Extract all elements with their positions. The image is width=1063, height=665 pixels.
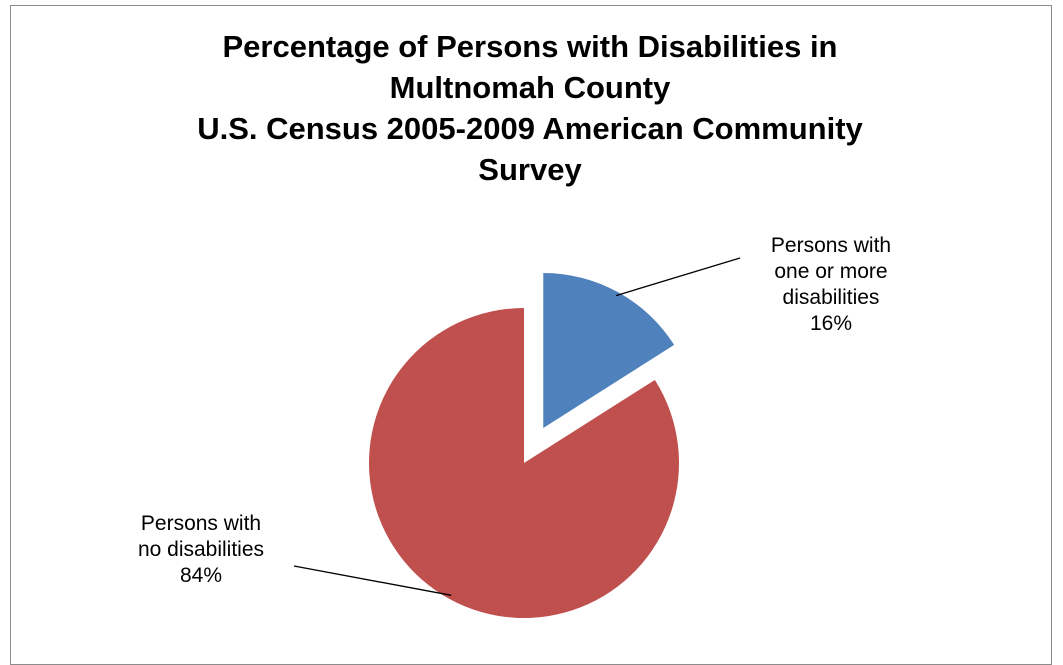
slice-label-line: disabilities bbox=[782, 286, 880, 309]
pie-chart bbox=[293, 257, 741, 618]
pie-slice-disabilities bbox=[543, 272, 675, 428]
chart-title-line: Multnomah County bbox=[389, 70, 671, 105]
slice-label-line: no disabilities bbox=[137, 538, 265, 561]
chart-title-line: Percentage of Persons with Disabilities … bbox=[222, 29, 838, 64]
chart-title-line: U.S. Census 2005-2009 American Community bbox=[197, 111, 863, 146]
slice-value-label: 16% bbox=[809, 312, 853, 335]
slice-label-line: Persons with bbox=[140, 512, 262, 535]
pie-slice-no-disabilities bbox=[369, 308, 680, 618]
slice-label-no-disabilities: Persons with no disabilities 84% bbox=[96, 511, 306, 589]
slice-label-line: Persons with bbox=[770, 234, 892, 257]
chart-title-line: Survey bbox=[478, 152, 582, 187]
leader-line-no-disabilities bbox=[293, 565, 452, 596]
slice-value-label: 84% bbox=[179, 564, 223, 587]
slice-label-disabilities: Persons with one or more disabilities 16… bbox=[742, 233, 920, 337]
slice-label-line: one or more bbox=[774, 260, 888, 283]
leader-line-disabilities bbox=[615, 257, 741, 297]
chart-title: Percentage of Persons with Disabilities … bbox=[80, 26, 980, 190]
